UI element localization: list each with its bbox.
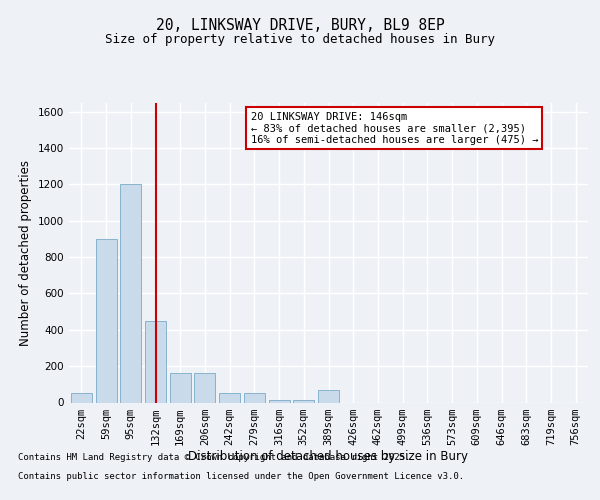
Bar [269, 400, 290, 402]
Text: 20 LINKSWAY DRIVE: 146sqm
← 83% of detached houses are smaller (2,395)
16% of se: 20 LINKSWAY DRIVE: 146sqm ← 83% of detac… [251, 112, 538, 144]
Text: Size of property relative to detached houses in Bury: Size of property relative to detached ho… [105, 32, 495, 46]
Text: 20, LINKSWAY DRIVE, BURY, BL9 8EP: 20, LINKSWAY DRIVE, BURY, BL9 8EP [155, 18, 445, 32]
Bar [120, 184, 141, 402]
Bar [170, 372, 191, 402]
Bar [318, 390, 339, 402]
Bar [194, 372, 215, 402]
Bar [293, 400, 314, 402]
Y-axis label: Number of detached properties: Number of detached properties [19, 160, 32, 346]
Text: Contains HM Land Registry data © Crown copyright and database right 2025.: Contains HM Land Registry data © Crown c… [18, 454, 410, 462]
X-axis label: Distribution of detached houses by size in Bury: Distribution of detached houses by size … [188, 450, 469, 464]
Text: Contains public sector information licensed under the Open Government Licence v3: Contains public sector information licen… [18, 472, 464, 481]
Bar [95, 239, 116, 402]
Bar [244, 394, 265, 402]
Bar [145, 320, 166, 402]
Bar [219, 394, 240, 402]
Bar [71, 394, 92, 402]
